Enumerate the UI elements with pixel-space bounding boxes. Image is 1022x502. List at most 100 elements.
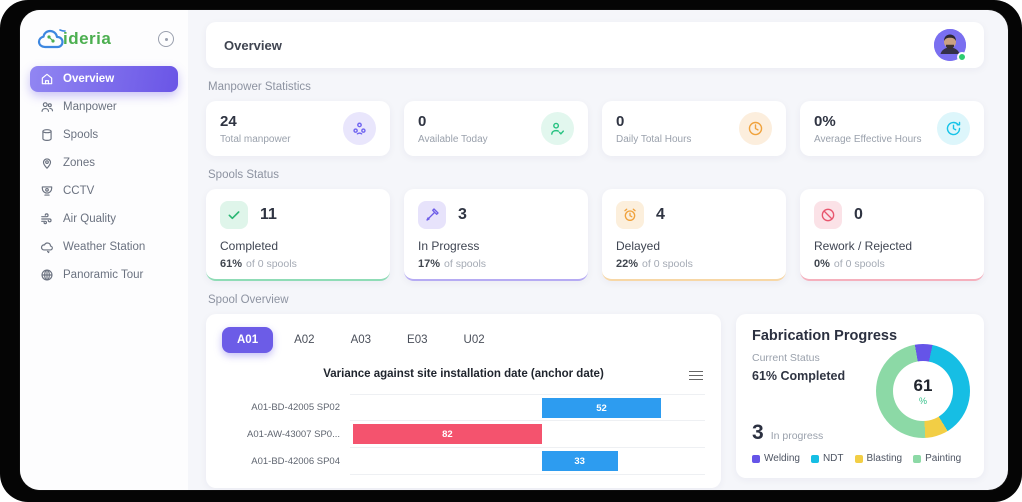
sidebar-item-spools[interactable]: Spools xyxy=(30,122,178,148)
stat-value: 0% xyxy=(814,112,836,130)
sidebar-item-overview[interactable]: Overview xyxy=(30,66,178,92)
app-window: ideria Overview Manpower Spools Zones xyxy=(20,10,1008,490)
spool-caption: of 0 spools xyxy=(833,258,885,270)
legend-swatch xyxy=(810,454,819,463)
stat-value: 24 xyxy=(220,112,237,130)
stat-label: Daily Total Hours xyxy=(616,133,692,145)
card-total-manpower[interactable]: 24 Total manpower xyxy=(206,101,390,156)
card-daily-total-hours[interactable]: 0 Daily Total Hours xyxy=(602,101,786,156)
donut-legend: Welding NDT Blasting Painting xyxy=(752,453,968,464)
spool-label: Delayed xyxy=(616,239,661,253)
user-avatar[interactable] xyxy=(934,29,967,62)
sidebar: ideria Overview Manpower Spools Zones xyxy=(20,10,188,490)
sidebar-item-label: Spools xyxy=(63,129,99,141)
card-in-progress[interactable]: 3 In Progress 17% of spools xyxy=(404,189,588,281)
cloud-icon xyxy=(40,242,53,254)
spool-value: 4 xyxy=(656,206,665,223)
sidebar-item-zones[interactable]: Zones xyxy=(30,150,178,176)
legend-item-welding[interactable]: Welding xyxy=(752,453,800,464)
page-title: Overview xyxy=(224,37,282,53)
spool-label: Rework / Rejected xyxy=(814,239,913,253)
sidebar-item-cctv[interactable]: CCTV xyxy=(30,178,178,204)
tab-a02[interactable]: A02 xyxy=(294,334,315,346)
chart-title: Variance against site installation date … xyxy=(323,368,604,380)
tab-a01[interactable]: A01 xyxy=(222,327,274,353)
bar-segment[interactable]: 33 xyxy=(541,451,618,471)
card-rework-rejected[interactable]: 0 Rework / Rejected 0% of 0 spools xyxy=(800,189,984,281)
bar-row: A01-BD-42005 SP02 52 xyxy=(222,394,705,421)
card-delayed[interactable]: 4 Delayed 22% of 0 spools xyxy=(602,189,786,281)
spool-tabs: A01 A02 A03 E03 U02 xyxy=(222,327,705,353)
current-status-value: 61% Completed xyxy=(752,369,846,383)
spool-caption: of spools xyxy=(444,258,487,270)
in-progress-count: 3 xyxy=(752,421,764,444)
legend-item-blasting[interactable]: Blasting xyxy=(854,453,902,464)
fabrication-donut-chart: 61 % xyxy=(876,344,970,438)
spool-percent: 0% xyxy=(814,258,830,270)
spool-percent: 61% xyxy=(220,258,243,270)
spool-value: 0 xyxy=(854,206,863,223)
legend-swatch xyxy=(854,454,863,463)
in-progress-label: In progress xyxy=(770,430,824,442)
spool-caption: of 0 spools xyxy=(246,258,297,270)
clock-icon xyxy=(739,112,772,145)
legend-item-painting[interactable]: Painting xyxy=(913,453,961,464)
card-average-effective-hours[interactable]: 0% Average Effective Hours xyxy=(800,101,984,156)
bar-segment[interactable]: 52 xyxy=(541,398,662,418)
bar-label: A01-AW-43007 SP0... xyxy=(247,429,340,440)
tab-e03[interactable]: E03 xyxy=(407,334,428,346)
bar-segment[interactable]: 82 xyxy=(353,424,542,444)
fabrication-progress-card: Fabrication Progress Current Status 61% … xyxy=(736,314,984,478)
people-icon xyxy=(343,112,376,145)
spool-caption: of 0 spools xyxy=(642,258,693,270)
globe-icon xyxy=(41,269,53,281)
bar-row: A01-AW-43007 SP0... 82 xyxy=(222,421,705,448)
sidebar-item-label: Panoramic Tour xyxy=(63,269,144,281)
person-check-icon xyxy=(541,112,574,145)
top-bar: Overview xyxy=(206,22,984,68)
sidebar-item-panoramic-tour[interactable]: Panoramic Tour xyxy=(30,262,178,288)
spool-label: In Progress xyxy=(418,239,480,253)
variance-bar-chart: A01-BD-42005 SP02 52 A01-AW-43007 SP0...… xyxy=(222,394,705,475)
legend-label: Painting xyxy=(925,453,962,464)
section-title-manpower: Manpower Statistics xyxy=(208,81,311,93)
card-completed[interactable]: 11 Completed 61% of 0 spools xyxy=(206,189,390,281)
wind-icon xyxy=(41,213,52,225)
bar-row: A01-BD-42006 SP04 33 xyxy=(222,448,705,475)
sidebar-item-weather-station[interactable]: Weather Station xyxy=(30,234,178,260)
section-title-spool-overview: Spool Overview xyxy=(208,294,289,306)
clock-history-icon xyxy=(937,112,970,145)
tab-a03[interactable]: A03 xyxy=(350,334,372,346)
cloud-logo-icon xyxy=(37,29,66,49)
manpower-cards: 24 Total manpower 0 Available Today xyxy=(206,101,984,156)
chart-menu-icon[interactable] xyxy=(689,368,703,383)
spool-label: Completed xyxy=(220,239,279,253)
sidebar-item-air-quality[interactable]: Air Quality xyxy=(30,206,178,232)
stat-value: 0 xyxy=(616,112,625,130)
bar-label: A01-BD-42006 SP04 xyxy=(251,456,340,467)
sidebar-item-label: Manpower xyxy=(63,101,117,113)
spool-percent: 22% xyxy=(616,258,639,270)
alarm-icon xyxy=(616,201,644,229)
map-pin-icon xyxy=(42,158,52,169)
legend-label: NDT xyxy=(822,453,844,464)
home-icon xyxy=(41,73,53,85)
current-status-label: Current Status xyxy=(752,352,820,364)
stat-label: Available Today xyxy=(418,133,488,145)
online-status-dot xyxy=(957,52,967,62)
donut-center-unit: % xyxy=(918,395,927,406)
logo-text: ideria xyxy=(63,29,112,48)
legend-item-ndt[interactable]: NDT xyxy=(810,453,844,464)
legend-swatch xyxy=(913,454,922,463)
card-available-today[interactable]: 0 Available Today xyxy=(404,101,588,156)
sidebar-collapse-button[interactable] xyxy=(158,31,174,47)
cctv-camera-icon xyxy=(41,186,53,196)
stat-label: Total manpower xyxy=(220,133,291,145)
sidebar-item-label: CCTV xyxy=(63,185,95,197)
tab-u02[interactable]: U02 xyxy=(463,334,485,346)
sidebar-item-manpower[interactable]: Manpower xyxy=(30,94,178,120)
sidebar-item-label: Weather Station xyxy=(63,241,146,253)
app-logo: ideria xyxy=(36,26,111,52)
check-icon xyxy=(220,201,248,229)
